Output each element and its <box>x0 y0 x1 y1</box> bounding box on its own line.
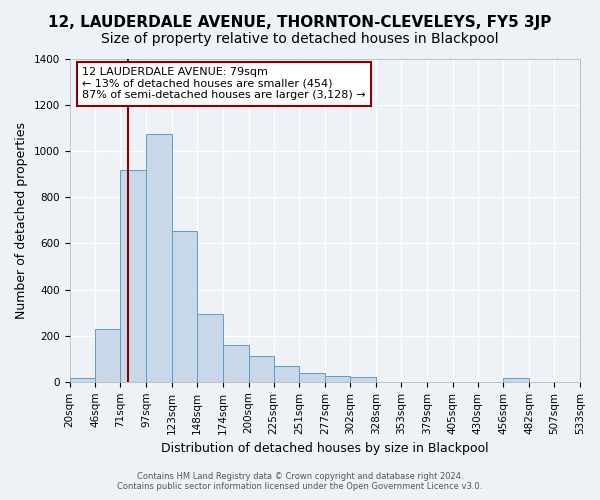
Bar <box>248 356 274 382</box>
Bar <box>325 376 350 382</box>
Bar <box>274 366 299 382</box>
Text: 12 LAUDERDALE AVENUE: 79sqm
← 13% of detached houses are smaller (454)
87% of se: 12 LAUDERDALE AVENUE: 79sqm ← 13% of det… <box>82 67 366 100</box>
Bar <box>172 231 197 382</box>
Bar <box>146 134 172 382</box>
Bar <box>299 372 325 382</box>
Bar <box>95 329 120 382</box>
Bar <box>350 377 376 382</box>
Bar <box>223 345 248 382</box>
Text: 12, LAUDERDALE AVENUE, THORNTON-CLEVELEYS, FY5 3JP: 12, LAUDERDALE AVENUE, THORNTON-CLEVELEY… <box>49 15 551 30</box>
Text: Contains HM Land Registry data © Crown copyright and database right 2024.
Contai: Contains HM Land Registry data © Crown c… <box>118 472 482 491</box>
Bar <box>120 170 146 382</box>
Bar <box>503 378 529 382</box>
X-axis label: Distribution of detached houses by size in Blackpool: Distribution of detached houses by size … <box>161 442 488 455</box>
Bar <box>197 314 223 382</box>
Y-axis label: Number of detached properties: Number of detached properties <box>15 122 28 319</box>
Bar <box>70 378 95 382</box>
Text: Size of property relative to detached houses in Blackpool: Size of property relative to detached ho… <box>101 32 499 46</box>
